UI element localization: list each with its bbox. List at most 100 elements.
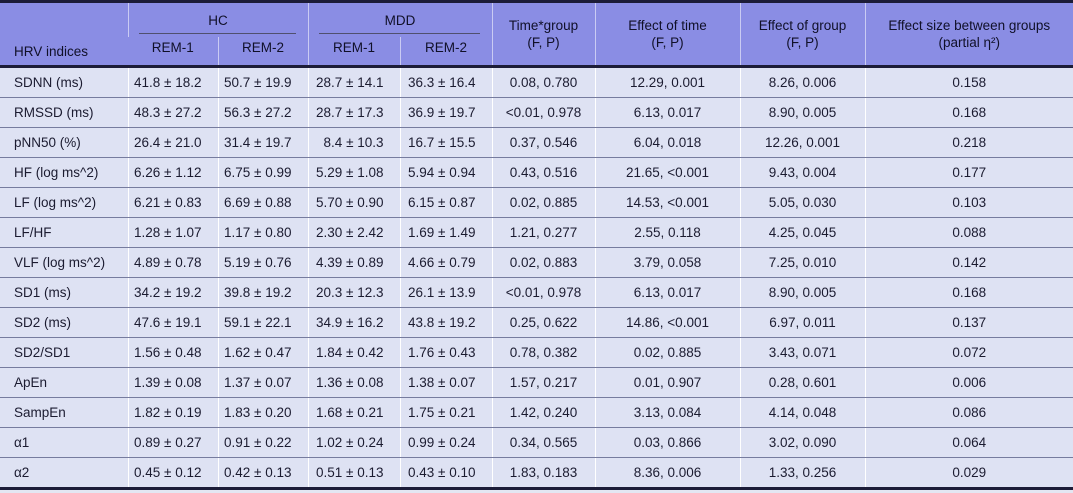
cell-effect-size: 0.142 <box>864 247 1073 278</box>
cell-mdd-rem2: 0.43 ± 0.10 <box>399 457 492 489</box>
cell-mdd-rem2: 0.99 ± 0.24 <box>399 427 492 458</box>
cell-mdd-rem1: 5.29 ± 1.08 <box>307 157 400 188</box>
cell-effect-group-fp: 12.26, 0.001 <box>739 127 865 158</box>
cell-mdd-rem1: 1.68 ± 0.21 <box>307 397 400 428</box>
header-group-hc: HC <box>127 1 308 37</box>
cell-mdd-rem2: 1.76 ± 0.43 <box>399 337 492 368</box>
cell-hc-rem1: 1.82 ± 0.19 <box>127 397 218 428</box>
table-row: LF/HF 1.28 ± 1.07 1.17 ± 0.80 2.30 ± 2.4… <box>0 217 1073 248</box>
cell-effect-group-fp: 9.43, 0.004 <box>739 157 865 188</box>
row-label: LF (log ms^2) <box>0 187 128 218</box>
cell-hc-rem2: 0.42 ± 0.13 <box>217 457 308 489</box>
row-label: VLF (log ms^2) <box>0 247 128 278</box>
cell-effect-time-fp: 8.36, 0.006 <box>594 457 740 489</box>
row-label: RMSSD (ms) <box>0 97 128 128</box>
cell-mdd-rem1: 34.9 ± 16.2 <box>307 307 400 338</box>
cell-effect-group-fp: 4.25, 0.045 <box>739 217 865 248</box>
table-row: SD2/SD1 1.56 ± 0.48 1.62 ± 0.47 1.84 ± 0… <box>0 337 1073 368</box>
cell-time-group-fp: <0.01, 0.978 <box>491 97 595 128</box>
cell-mdd-rem2: 36.3 ± 16.4 <box>399 66 492 98</box>
cell-effect-size: 0.168 <box>864 277 1073 308</box>
cell-hc-rem1: 1.28 ± 1.07 <box>127 217 218 248</box>
cell-effect-group-fp: 7.25, 0.010 <box>739 247 865 278</box>
cell-hc-rem1: 4.89 ± 0.78 <box>127 247 218 278</box>
cell-mdd-rem1: 8.4 ± 10.3 <box>307 127 400 158</box>
cell-effect-group-fp: 4.14, 0.048 <box>739 397 865 428</box>
cell-effect-size: 0.029 <box>864 457 1073 489</box>
cell-effect-size: 0.137 <box>864 307 1073 338</box>
cell-hc-rem2: 6.75 ± 0.99 <box>217 157 308 188</box>
cell-effect-size: 0.168 <box>864 97 1073 128</box>
cell-hc-rem2: 1.62 ± 0.47 <box>217 337 308 368</box>
cell-effect-group-fp: 8.26, 0.006 <box>739 66 865 98</box>
cell-mdd-rem1: 4.39 ± 0.89 <box>307 247 400 278</box>
cell-time-group-fp: 1.42, 0.240 <box>491 397 595 428</box>
cell-hc-rem2: 50.7 ± 19.9 <box>217 66 308 98</box>
header-effect-of-time: Effect of time (F, P) <box>594 1 740 67</box>
cell-effect-size: 0.158 <box>864 66 1073 98</box>
table-row: α2 0.45 ± 0.12 0.42 ± 0.13 0.51 ± 0.13 0… <box>0 457 1073 489</box>
cell-time-group-fp: 0.37, 0.546 <box>491 127 595 158</box>
cell-hc-rem1: 1.56 ± 0.48 <box>127 337 218 368</box>
cell-effect-group-fp: 5.05, 0.030 <box>739 187 865 218</box>
cell-effect-size: 0.088 <box>864 217 1073 248</box>
cell-time-group-fp: 0.02, 0.885 <box>491 187 595 218</box>
cell-effect-time-fp: 3.13, 0.084 <box>594 397 740 428</box>
cell-mdd-rem2: 4.66 ± 0.79 <box>399 247 492 278</box>
cell-hc-rem2: 1.83 ± 0.20 <box>217 397 308 428</box>
table-row: HF (log ms^2) 6.26 ± 1.12 6.75 ± 0.99 5.… <box>0 157 1073 188</box>
table-header: HRV indices HC MDD Time*group (F, P) Eff… <box>0 1 1073 67</box>
cell-effect-time-fp: 6.04, 0.018 <box>594 127 740 158</box>
cell-mdd-rem1: 1.02 ± 0.24 <box>307 427 400 458</box>
cell-mdd-rem2: 1.69 ± 1.49 <box>399 217 492 248</box>
cell-mdd-rem2: 43.8 ± 19.2 <box>399 307 492 338</box>
cell-hc-rem1: 0.45 ± 0.12 <box>127 457 218 489</box>
cell-hc-rem1: 6.21 ± 0.83 <box>127 187 218 218</box>
cell-hc-rem2: 0.91 ± 0.22 <box>217 427 308 458</box>
cell-effect-time-fp: 0.02, 0.885 <box>594 337 740 368</box>
row-label: SD2 (ms) <box>0 307 128 338</box>
header-group-mdd: MDD <box>307 1 492 37</box>
cell-effect-time-fp: 0.03, 0.866 <box>594 427 740 458</box>
header-effect-size: Effect size between groups (partial η²) <box>864 1 1073 67</box>
cell-effect-group-fp: 6.97, 0.011 <box>739 307 865 338</box>
cell-effect-time-fp: 0.01, 0.907 <box>594 367 740 398</box>
header-hc-rem1: REM-1 <box>128 37 218 67</box>
cell-hc-rem2: 5.19 ± 0.76 <box>217 247 308 278</box>
header-mdd-rem2: REM-2 <box>399 37 492 67</box>
group-hc-rule <box>138 33 296 34</box>
row-label: SDNN (ms) <box>0 66 128 98</box>
cell-effect-size: 0.086 <box>864 397 1073 428</box>
cell-effect-group-fp: 3.02, 0.090 <box>739 427 865 458</box>
cell-mdd-rem1: 1.84 ± 0.42 <box>307 337 400 368</box>
cell-effect-size: 0.218 <box>864 127 1073 158</box>
cell-effect-time-fp: 2.55, 0.118 <box>594 217 740 248</box>
cell-effect-size: 0.103 <box>864 187 1073 218</box>
cell-effect-size: 0.072 <box>864 337 1073 368</box>
cell-time-group-fp: 1.83, 0.183 <box>491 457 595 489</box>
row-label: SD2/SD1 <box>0 337 128 368</box>
row-label: LF/HF <box>0 217 128 248</box>
cell-hc-rem1: 41.8 ± 18.2 <box>127 66 218 98</box>
cell-effect-time-fp: 14.86, <0.001 <box>594 307 740 338</box>
cell-mdd-rem1: 28.7 ± 17.3 <box>307 97 400 128</box>
row-label: SampEn <box>0 397 128 428</box>
table-row: SampEn 1.82 ± 0.19 1.83 ± 0.20 1.68 ± 0.… <box>0 397 1073 428</box>
cell-effect-group-fp: 3.43, 0.071 <box>739 337 865 368</box>
header-effect-of-group: Effect of group (F, P) <box>739 1 865 67</box>
row-label: pNN50 (%) <box>0 127 128 158</box>
group-hc-label: HC <box>208 13 228 28</box>
cell-hc-rem1: 34.2 ± 19.2 <box>127 277 218 308</box>
cell-time-group-fp: 0.25, 0.622 <box>491 307 595 338</box>
table-row: LF (log ms^2) 6.21 ± 0.83 6.69 ± 0.88 5.… <box>0 187 1073 218</box>
cell-mdd-rem2: 1.38 ± 0.07 <box>399 367 492 398</box>
cell-mdd-rem1: 1.36 ± 0.08 <box>307 367 400 398</box>
header-time-group: Time*group (F, P) <box>491 1 595 67</box>
cell-time-group-fp: 0.78, 0.382 <box>491 337 595 368</box>
table-row: SD1 (ms) 34.2 ± 19.2 39.8 ± 19.2 20.3 ± … <box>0 277 1073 308</box>
cell-hc-rem1: 0.89 ± 0.27 <box>127 427 218 458</box>
cell-mdd-rem1: 20.3 ± 12.3 <box>307 277 400 308</box>
row-label: HF (log ms^2) <box>0 157 128 188</box>
